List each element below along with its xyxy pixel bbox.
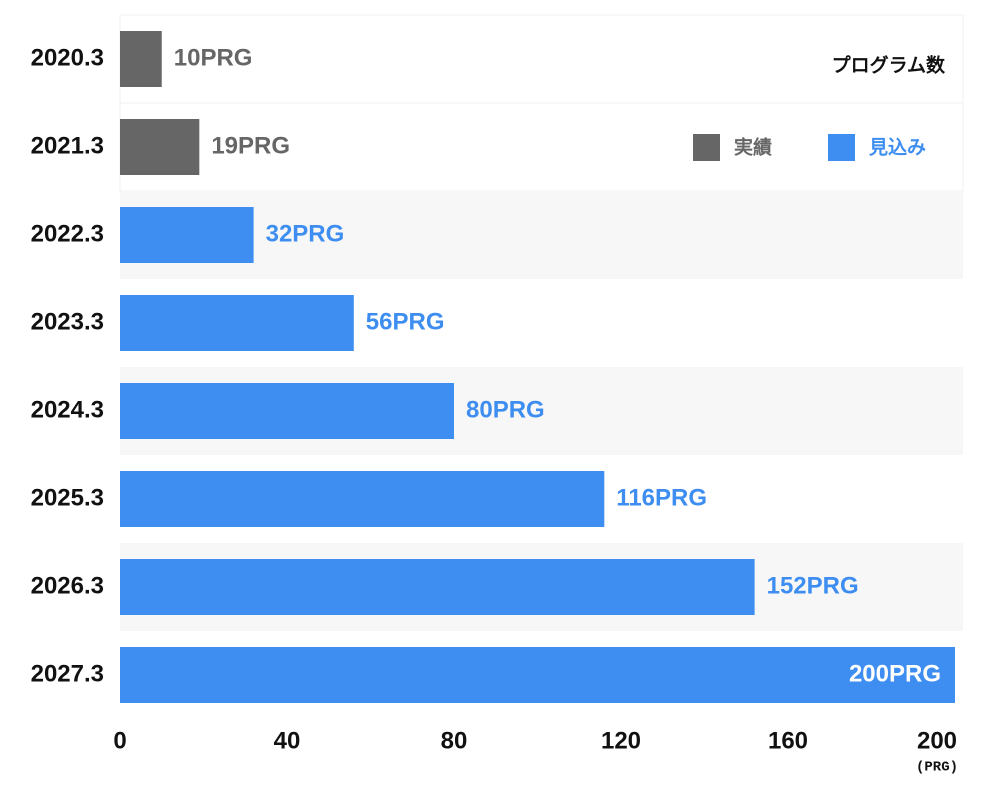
bar xyxy=(120,119,200,175)
y-tick-label: 2027.3 xyxy=(31,660,104,687)
x-tick-label: 200 xyxy=(917,727,957,754)
x-tick-label: 0 xyxy=(113,727,126,754)
value-label: 56PRG xyxy=(366,308,445,335)
bar xyxy=(120,295,354,351)
legend-swatch xyxy=(828,134,855,161)
legend-label: 見込み xyxy=(869,137,926,159)
bar xyxy=(120,559,755,615)
legend-label: 実績 xyxy=(734,136,772,159)
y-tick-label: 2020.3 xyxy=(31,44,104,71)
bar xyxy=(120,207,254,263)
value-label: 116PRG xyxy=(616,484,707,511)
row-band xyxy=(119,14,964,104)
x-tick-label: 80 xyxy=(441,727,468,754)
value-label: 200PRG xyxy=(849,660,941,687)
bar xyxy=(120,383,454,439)
y-tick-label: 2023.3 xyxy=(31,308,104,335)
legend-swatch xyxy=(693,134,720,161)
y-tick-label: 2025.3 xyxy=(31,484,104,511)
chart-title: プログラム数 xyxy=(832,54,946,77)
bar xyxy=(120,471,605,527)
value-label: 152PRG xyxy=(767,572,859,599)
value-label: 32PRG xyxy=(266,220,345,247)
y-tick-label: 2021.3 xyxy=(31,132,104,159)
y-tick-label: 2022.3 xyxy=(31,220,104,247)
value-label: 80PRG xyxy=(466,396,545,423)
bar xyxy=(120,647,955,703)
x-tick-label: 120 xyxy=(601,727,641,754)
y-tick-label: 2024.3 xyxy=(31,396,104,423)
row-band xyxy=(119,102,964,192)
value-label: 19PRG xyxy=(211,132,290,159)
row-band xyxy=(120,191,963,279)
value-label: 10PRG xyxy=(174,44,253,71)
y-tick-label: 2026.3 xyxy=(31,572,104,599)
x-tick-label: 40 xyxy=(274,727,301,754)
x-axis-label: (PRG) xyxy=(916,760,958,776)
bar xyxy=(120,31,162,87)
x-tick-label: 160 xyxy=(768,727,808,754)
